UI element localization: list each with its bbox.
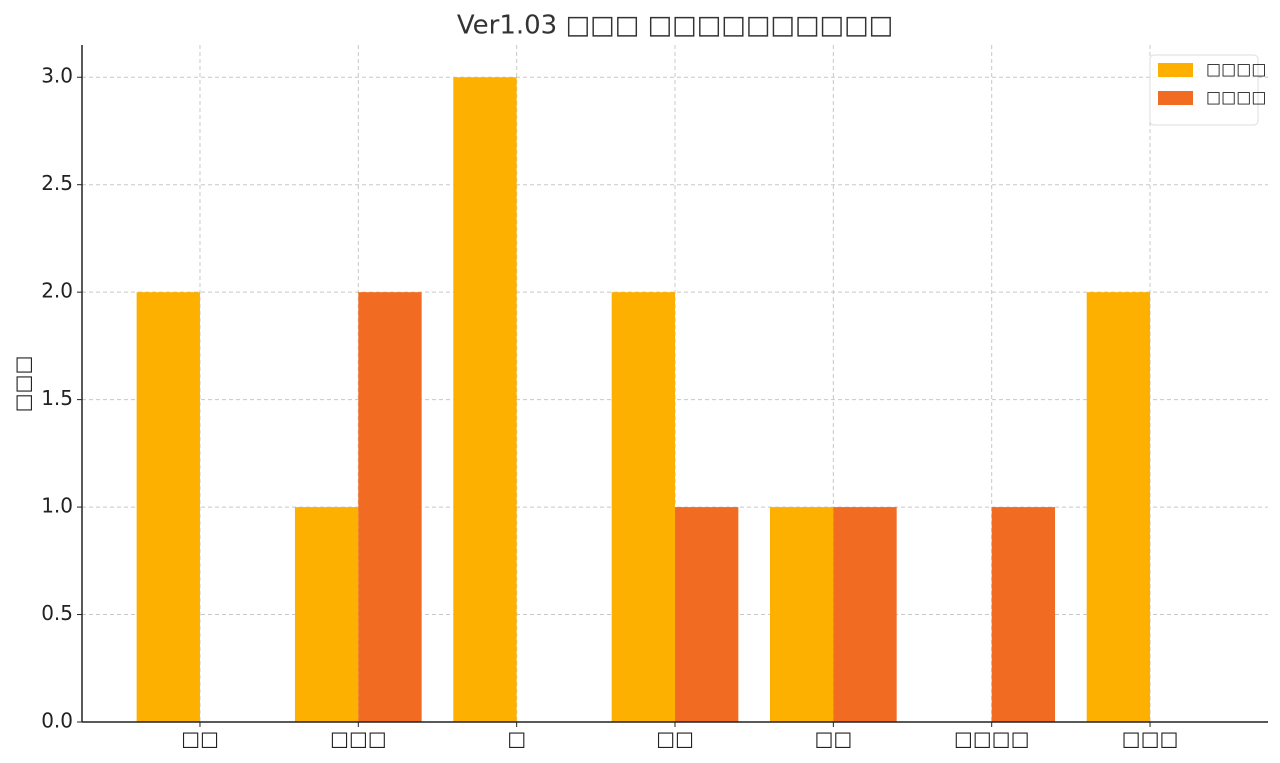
bar [991,507,1056,722]
bar [833,507,897,722]
legend-swatch [1158,91,1193,105]
y-tick-label: 3.0 [41,64,73,88]
bar [358,292,422,722]
legend-label: □□□□ [1206,60,1266,79]
y-tick-label: 2.0 [41,279,73,303]
x-tick-label: □□ [814,727,852,751]
bar [294,507,359,722]
x-tick-label: □□□ [1122,727,1179,751]
x-tick-label: □ [507,727,526,751]
legend: □□□□ □□□□ [1149,54,1266,126]
x-tick-label: □□ [656,727,694,751]
legend-label: □□□□ [1206,88,1266,107]
legend-swatch [1158,63,1193,77]
y-tick-label: 0.0 [41,709,73,733]
y-tick-label: 1.5 [41,386,73,410]
y-tick-label: 0.5 [41,601,73,625]
bar [136,292,200,722]
y-tick-label: 1.0 [41,494,73,518]
y-tick-label: 2.5 [41,171,73,195]
bar [675,507,739,722]
bar [770,507,834,722]
bar [453,77,517,722]
bar [1086,292,1151,722]
x-tick-label: □□ [181,727,219,751]
y-axis-label: □□□ [11,356,35,413]
x-tick-label: □□□ [330,727,387,751]
x-tick-label: □□□□ [954,727,1030,751]
chart-title: Ver1.03 □□□ □□□□□□□□□□ [457,11,893,41]
bar [611,292,675,722]
